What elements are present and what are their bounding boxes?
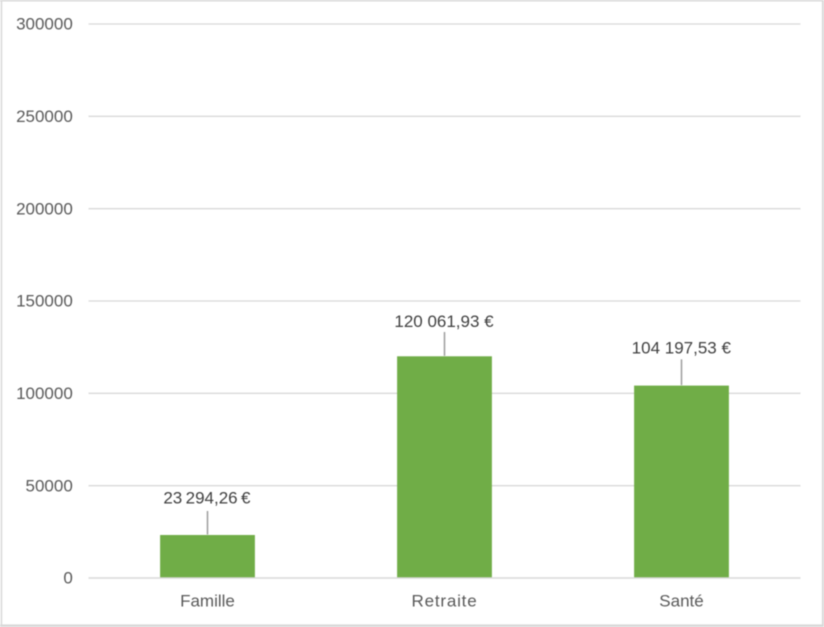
svg-text:120 061,93 €: 120 061,93 €: [394, 312, 494, 331]
svg-text:200000: 200000: [16, 199, 73, 218]
svg-text:300000: 300000: [16, 15, 73, 34]
svg-text:104 197,53 €: 104 197,53 €: [632, 338, 732, 357]
svg-text:Santé: Santé: [659, 592, 703, 611]
svg-text:100000: 100000: [16, 384, 73, 403]
svg-text:Famille: Famille: [180, 592, 235, 611]
svg-text:23 294,26 €: 23 294,26 €: [163, 488, 251, 507]
svg-text:50000: 50000: [26, 476, 73, 495]
svg-text:Retraite: Retraite: [412, 592, 478, 611]
svg-text:150000: 150000: [16, 292, 73, 311]
svg-text:0: 0: [63, 569, 72, 588]
svg-text:250000: 250000: [16, 107, 73, 126]
